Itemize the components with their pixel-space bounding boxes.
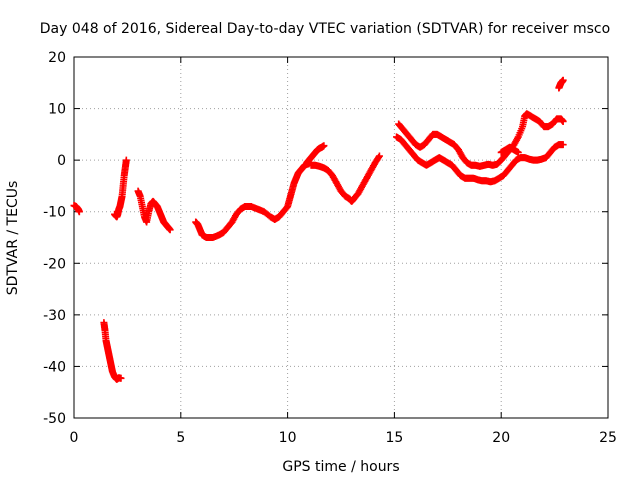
data-series-s2 [100, 319, 125, 383]
data-series-s3 [111, 156, 130, 221]
data-series-s8 [393, 133, 567, 186]
x-tick-labels: 0 5 10 15 20 25 [70, 430, 617, 446]
y-tick-label: -50 [43, 411, 66, 427]
y-tick-label: 20 [48, 50, 66, 66]
data-point [320, 142, 328, 150]
y-tick-labels: -50 -40 -30 -20 -10 0 10 20 [43, 50, 66, 427]
data-series-s9 [395, 110, 567, 170]
y-tick-label: 10 [48, 102, 66, 118]
data-point [514, 148, 522, 156]
data-point [559, 76, 567, 84]
data-point [375, 153, 383, 161]
data-points [70, 76, 567, 383]
data-series-s1 [70, 202, 83, 216]
chart-title: Day 048 of 2016, Sidereal Day-to-day VTE… [40, 21, 610, 37]
data-series-s6 [303, 142, 328, 167]
data-series-s10 [497, 143, 522, 156]
x-tick-label: 0 [70, 430, 79, 446]
data-point [375, 152, 383, 160]
grid [74, 57, 608, 418]
y-tick-label: -20 [43, 256, 66, 272]
x-tick-label: 25 [599, 430, 617, 446]
x-tick-label: 10 [279, 430, 297, 446]
x-tick-label: 15 [385, 430, 403, 446]
data-series-s11 [555, 76, 567, 92]
y-tick-label: 0 [57, 153, 66, 169]
data-point [122, 156, 130, 164]
data-point [75, 208, 83, 216]
data-series-s4 [134, 187, 174, 234]
y-axis-label: SDTVAR / TECUs [5, 181, 21, 296]
x-axis-label: GPS time / hours [282, 459, 399, 475]
data-series-s5 [192, 160, 313, 241]
y-tick-label: -30 [43, 308, 66, 324]
data-point [559, 141, 567, 149]
data-point [166, 226, 174, 234]
x-tick-label: 5 [176, 430, 185, 446]
y-tick-label: -10 [43, 205, 66, 221]
plot-frame [73, 56, 609, 419]
axis-ticks [73, 56, 609, 419]
y-tick-label: -40 [43, 359, 66, 375]
data-series-s7 [307, 152, 383, 205]
data-point [117, 374, 125, 382]
x-tick-label: 20 [492, 430, 510, 446]
data-point [559, 117, 567, 125]
